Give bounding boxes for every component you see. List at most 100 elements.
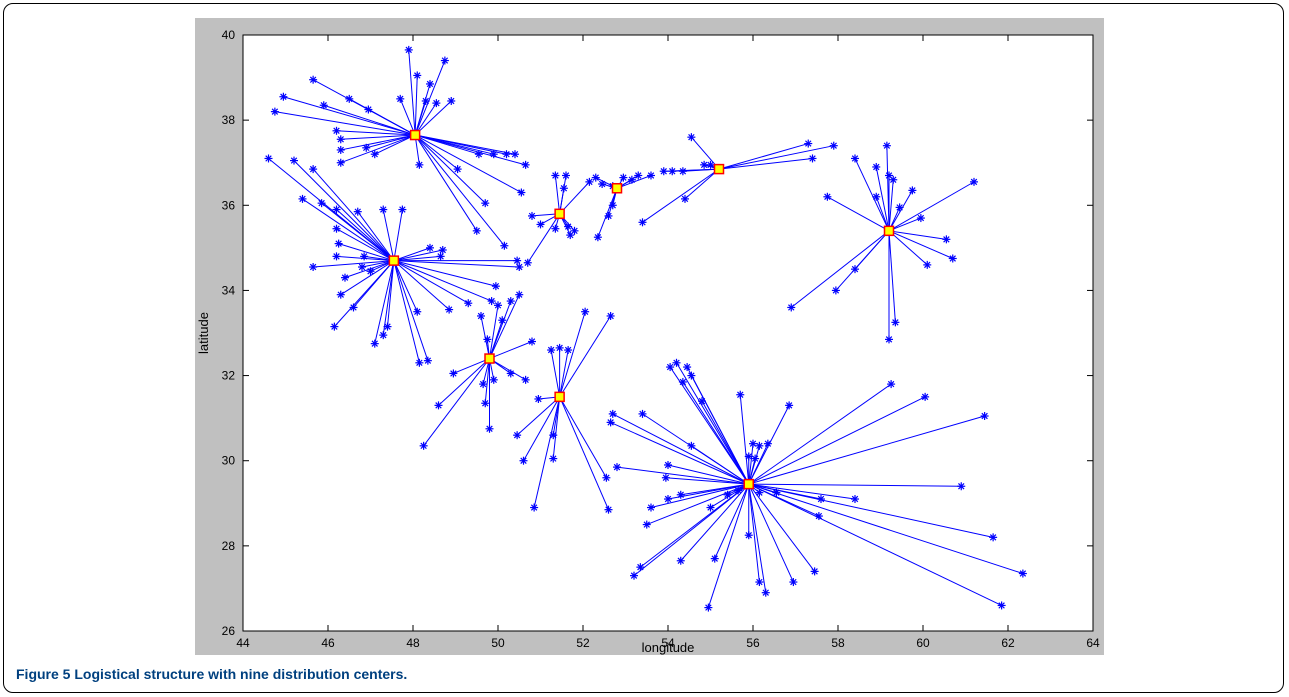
customer-point	[477, 311, 485, 320]
link-line	[338, 243, 395, 262]
customer-point	[396, 94, 405, 103]
customer-point	[521, 160, 530, 169]
link-line	[718, 157, 813, 170]
link-line	[718, 145, 834, 170]
customer-point	[336, 290, 345, 299]
link-line	[321, 202, 395, 262]
customer-point	[472, 226, 481, 235]
link-line	[650, 483, 749, 509]
x-tick-label: 62	[1001, 636, 1015, 650]
customer-point	[415, 358, 424, 367]
customer-point	[755, 441, 764, 450]
customer-point	[606, 311, 615, 320]
customer-point	[562, 171, 570, 180]
customer-point	[487, 297, 496, 306]
link-line	[382, 209, 395, 261]
x-tick-label: 52	[576, 636, 590, 650]
link-line	[399, 98, 416, 136]
customer-point	[559, 184, 568, 193]
customer-point	[349, 303, 358, 312]
link-line	[393, 260, 418, 312]
link-line	[423, 358, 490, 447]
customer-point	[264, 154, 273, 163]
customer-point	[517, 188, 526, 197]
link-line	[293, 160, 395, 261]
customer-point	[989, 533, 998, 542]
link-line	[597, 188, 618, 238]
link-line	[340, 134, 416, 164]
caption-label: Figure 5	[16, 666, 71, 682]
link-line	[361, 260, 394, 268]
customer-point	[734, 486, 743, 495]
customer-point	[664, 460, 672, 469]
customer-point	[502, 150, 511, 159]
y-tick-label: 38	[222, 113, 236, 127]
customer-point	[336, 158, 345, 167]
x-tick-label: 50	[491, 636, 505, 650]
x-tick-label: 58	[831, 636, 845, 650]
customer-point	[370, 150, 379, 159]
link-line	[559, 181, 590, 215]
link-line	[323, 104, 416, 136]
link-line	[414, 134, 522, 193]
customer-point	[511, 150, 519, 159]
link-line	[559, 315, 612, 398]
customer-point	[489, 375, 498, 384]
distribution-center	[409, 129, 421, 141]
customer-point	[808, 154, 817, 163]
customer-point	[500, 241, 509, 250]
link-line	[393, 247, 431, 262]
customer-point	[528, 211, 536, 220]
link-line	[682, 168, 720, 172]
link-line	[690, 136, 720, 170]
link-line	[414, 134, 526, 166]
link-line	[313, 260, 394, 268]
customer-point	[421, 96, 430, 105]
link-line	[283, 96, 416, 136]
link-line	[393, 260, 492, 302]
link-line	[748, 484, 760, 583]
y-tick-label: 26	[222, 624, 236, 638]
customer-point	[672, 358, 681, 367]
customer-point	[829, 141, 838, 150]
figure-caption: Figure 5 Logistical structure with nine …	[16, 666, 407, 682]
y-tick-label: 36	[222, 198, 236, 212]
distribution-center	[388, 255, 400, 266]
link-line	[340, 134, 416, 140]
customer-point	[528, 337, 536, 346]
customer-point	[608, 201, 617, 210]
customer-point	[872, 192, 881, 201]
customer-point	[330, 322, 339, 331]
link-line	[559, 396, 607, 478]
customer-point	[755, 488, 764, 497]
link-line	[888, 181, 975, 232]
customer-point	[494, 301, 502, 310]
x-tick-label: 46	[321, 636, 335, 650]
distribution-center	[484, 353, 495, 364]
customer-point	[309, 263, 318, 272]
customer-point	[755, 578, 764, 587]
customer-point	[710, 554, 719, 563]
link-line	[665, 477, 749, 485]
link-line	[489, 294, 520, 359]
customer-point	[379, 331, 388, 340]
customer-point	[687, 371, 696, 380]
link-line	[748, 483, 856, 500]
customer-point	[447, 96, 456, 105]
link-line	[748, 484, 767, 593]
customer-point	[479, 380, 488, 389]
customer-point	[683, 363, 692, 372]
customer-point	[419, 441, 428, 450]
link-line	[393, 260, 450, 310]
link-line	[748, 483, 962, 487]
customer-point	[647, 503, 655, 512]
distribution-center	[713, 163, 725, 175]
link-line	[374, 260, 395, 344]
customer-point	[434, 401, 443, 410]
customer-point	[332, 205, 341, 214]
customer-point	[413, 71, 422, 80]
customer-point	[676, 490, 685, 499]
customer-point	[415, 160, 424, 169]
link-line	[516, 396, 560, 436]
customer-point	[980, 412, 989, 421]
